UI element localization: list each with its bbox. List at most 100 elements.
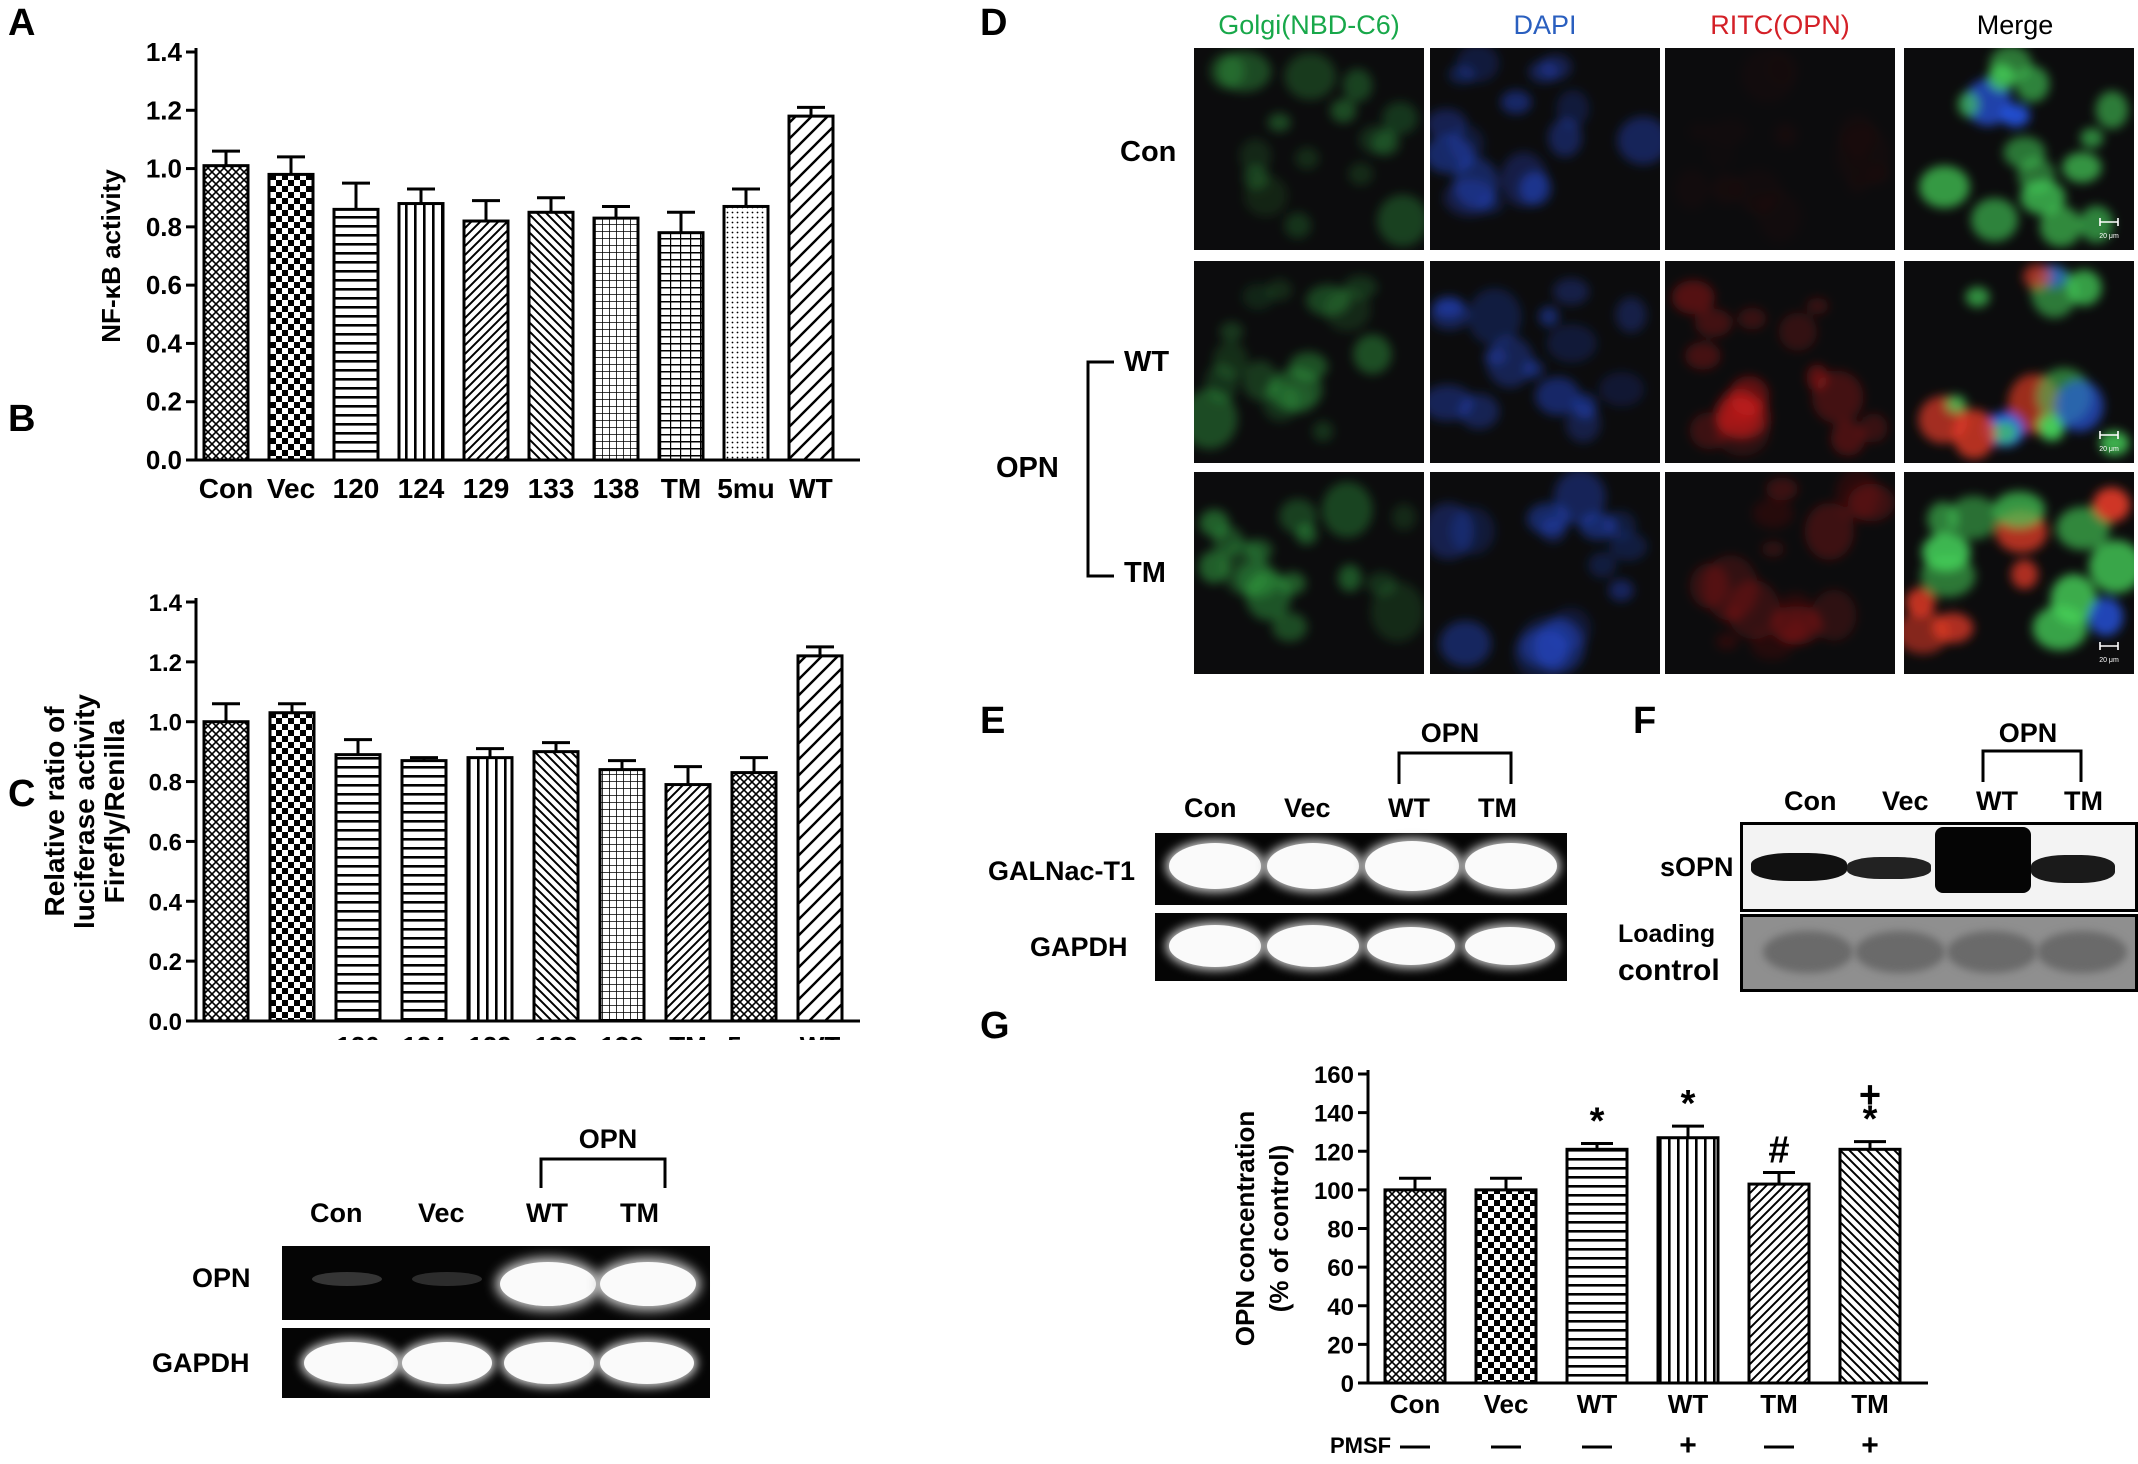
error-bar [277,155,305,175]
significance-mark: * [1681,1083,1696,1125]
micrograph-tm-0 [1194,472,1424,674]
bar-120 [334,753,382,1023]
y-tick-label: 0.8 [149,770,182,797]
pmsf-sign: — [1491,1429,1521,1462]
pmsf-sign: — [1582,1429,1612,1462]
category-label: 5mu [717,473,775,504]
error-bar [674,765,702,785]
bar-124 [397,202,445,462]
category-label: WT [789,473,833,504]
category-label: vec [270,1031,313,1040]
y-tick-label: 1.2 [149,650,182,677]
bar-con [1383,1188,1447,1385]
bar-wt [796,654,844,1023]
panel-c-lane-tm: TM [620,1198,659,1228]
category-label: 120 [333,473,380,504]
micrograph-wt-3: 20 μm [1904,261,2134,463]
y-tick-label: 0.6 [146,270,182,300]
bar-138 [598,768,646,1023]
pmsf-sign: + [1679,1429,1697,1462]
significance-mark: # [1768,1129,1789,1171]
error-bar [472,199,500,222]
y-tick-label: 0 [1341,1371,1354,1398]
category-label: TM [669,1031,707,1040]
y-axis-label: Relative ratio of [39,706,70,917]
error-bar [476,747,504,758]
y-tick-label: 80 [1327,1217,1354,1244]
chart-b-luciferase-ratio: 0.0 0.2 0.4 0.6 0.8 1.0 1.2 1.4 con vec 120 124 129 1… [39,590,860,1040]
bar-vec [1474,1188,1538,1385]
panel-f-row-sopn: sOPN [1660,852,1734,882]
bar-129 [466,756,514,1023]
panel-c-gapdh-gel [282,1328,710,1398]
micrograph-con-0 [1194,48,1424,250]
svg-text:20 μm: 20 μm [2099,233,2119,240]
panel-d-header-golgi: Golgi(NBD-C6) [1218,10,1400,40]
category-label: 129 [468,1031,511,1040]
bar-vec [268,711,316,1023]
error-bar [1763,1170,1795,1185]
y-tick-label: 0.2 [149,949,182,976]
error-bar [732,187,760,207]
bar-120 [332,207,380,462]
category-label: WT [1668,1389,1709,1419]
error-bar [542,741,570,752]
micrograph-wt-1 [1430,261,1660,463]
micrograph-wt-0 [1194,261,1424,463]
panel-c-lane-wt: WT [526,1198,568,1228]
y-tick-label: 0.2 [146,387,182,417]
panel-d-row-tm: TM [1124,557,1166,589]
panel-d-header-ritc-b: (OPN) [1773,10,1850,40]
y-axis-label: (% of control) [1264,1145,1294,1313]
bar-con [202,720,250,1023]
error-bar [602,204,630,219]
bar-tm [1838,1147,1902,1385]
bar-133 [527,210,575,462]
panel-e-lane-tm: TM [1478,793,1517,823]
y-tick-label: 100 [1314,1178,1354,1205]
panel-c-opn-gel [282,1246,710,1320]
micrograph-wt-2 [1665,261,1895,463]
category-label: con [203,1031,249,1040]
panel-e-row-gapdh: GAPDH [1030,932,1128,962]
panel-f-bracket-label: OPN [1998,718,2058,748]
y-tick-label: 20 [1327,1332,1354,1359]
panel-letter-f: F [1633,700,1657,742]
error-bar [667,210,695,233]
panel-e-lane-wt: WT [1388,793,1430,823]
category-label: Con [1390,1389,1441,1419]
bar-5mu [730,771,778,1023]
panel-c-lane-con: Con [310,1198,363,1228]
y-tick-label: 0.6 [149,829,182,856]
bar-tm [657,231,705,462]
category-label: WT [800,1031,841,1040]
panel-letter-c: C [8,773,36,815]
category-label: 138 [600,1031,643,1040]
y-axis-label: OPN concentration [1230,1111,1260,1346]
y-tick-label: 1.0 [149,710,182,737]
panel-f-loading-line1: Loading [1618,920,1716,948]
y-tick-label: 120 [1314,1139,1354,1166]
panel-c-row-opn: OPN [192,1263,251,1293]
panel-letter-e: E [980,700,1006,742]
category-label: 124 [398,473,445,504]
error-bar [342,181,370,210]
panel-f-loading-blot [1740,914,2138,992]
chart-a-nfkb-activity: 0.0 0.2 0.4 0.6 0.8 1.0 1.2 1.4 Con Vec 120 124 129 1… [96,37,860,504]
y-tick-label: 60 [1327,1255,1354,1282]
chart-g-opn-concentration: 020406080100120140160Con—Vec—WT*—WT*+TM#… [1230,1062,1928,1462]
micrograph-tm-2 [1665,472,1895,674]
micrograph-con-2 [1665,48,1895,250]
bar-wt [1656,1136,1720,1385]
bar-129 [462,219,510,462]
y-tick-label: 0.4 [149,889,183,916]
error-bar [608,759,636,770]
panel-letter-g: G [980,1005,1010,1047]
category-label: TM [1760,1389,1798,1419]
significance-mark: * [1590,1101,1605,1143]
micrograph-tm-3: 20 μm [1904,472,2134,674]
panel-d-header-ritc-a: RITC [1710,10,1774,40]
micrograph-con-3: 20 μm [1904,48,2134,250]
error-bar [740,756,768,773]
y-tick-label: 1.0 [146,154,182,184]
